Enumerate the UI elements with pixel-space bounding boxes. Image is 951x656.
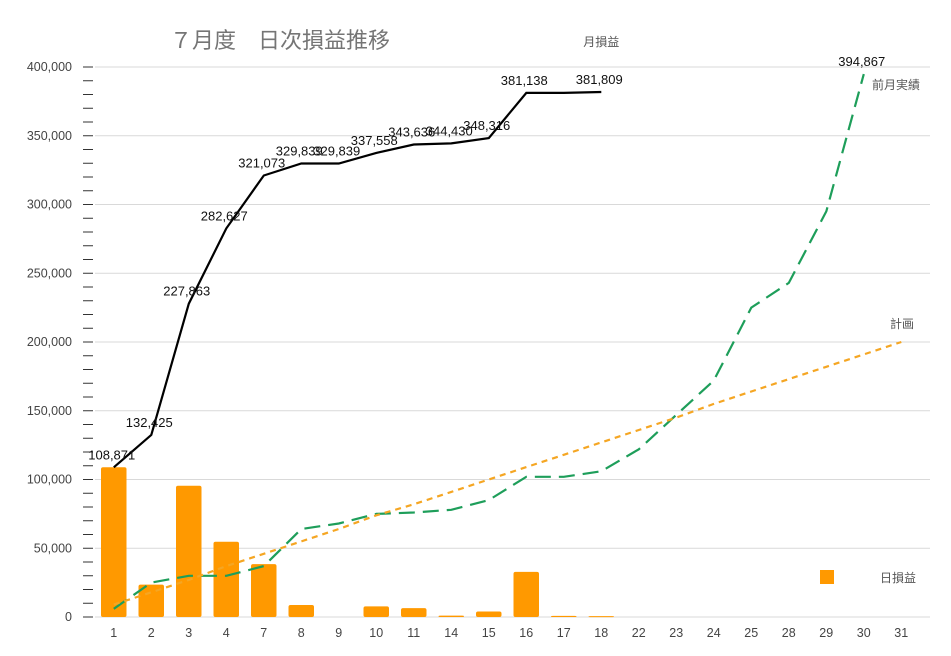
line-月損益 bbox=[113, 90, 602, 469]
data-labels: 108,871132,425227,863282,627321,073329,8… bbox=[88, 34, 920, 462]
x-tick-label: 14 bbox=[444, 626, 458, 640]
x-tick-label: 2 bbox=[148, 626, 155, 640]
legend-label: 日損益 bbox=[880, 570, 916, 585]
data-label: 329,839 bbox=[276, 143, 323, 158]
bar-1 bbox=[101, 467, 127, 617]
x-tick-label: 10 bbox=[369, 626, 383, 640]
data-label: 108,871 bbox=[88, 447, 135, 462]
data-label: 282,627 bbox=[201, 208, 248, 223]
data-label: 343,636 bbox=[388, 125, 435, 140]
series-label-前月実績: 前月実績 bbox=[872, 77, 920, 92]
x-tick-label: 24 bbox=[707, 626, 721, 640]
bar-14 bbox=[438, 615, 464, 617]
x-tick-label: 11 bbox=[407, 626, 420, 640]
x-tick-label: 31 bbox=[894, 626, 908, 640]
data-label: 329,839 bbox=[313, 143, 360, 158]
x-tick-label: 8 bbox=[298, 626, 305, 640]
data-label: 344,430 bbox=[426, 123, 473, 138]
y-tick-label: 200,000 bbox=[27, 335, 72, 349]
x-tick-label: 17 bbox=[557, 626, 571, 640]
x-tick-label: 4 bbox=[223, 626, 230, 640]
bar-series bbox=[101, 467, 614, 618]
y-axis: 0 50,000 100,000 150,000 200,000 250,000 300,0… bbox=[27, 60, 93, 624]
x-tick-label: 16 bbox=[519, 626, 533, 640]
gridlines bbox=[95, 66, 930, 618]
y-tick-label: 50,000 bbox=[34, 541, 72, 555]
chart-title: ７月度 日次損益推移 bbox=[170, 29, 390, 54]
y-tick-label: 350,000 bbox=[27, 129, 72, 143]
x-tick-label: 30 bbox=[857, 626, 871, 640]
legend-swatch bbox=[820, 570, 834, 584]
bar-15 bbox=[476, 611, 502, 617]
x-tick-label: 3 bbox=[185, 626, 192, 640]
y-tick-label: 400,000 bbox=[27, 60, 72, 74]
bar-4 bbox=[213, 541, 239, 617]
data-label: 381,138 bbox=[501, 73, 548, 88]
data-label: 337,558 bbox=[351, 133, 398, 148]
data-label: 348,316 bbox=[463, 118, 510, 133]
bar-10 bbox=[363, 606, 389, 617]
x-tick-label: 29 bbox=[819, 626, 833, 640]
series-label-計画: 計画 bbox=[890, 316, 914, 331]
x-tick-label: 28 bbox=[782, 626, 796, 640]
x-tick-label: 1 bbox=[110, 626, 117, 640]
x-tick-label: 22 bbox=[632, 626, 646, 640]
x-tick-label: 18 bbox=[594, 626, 608, 640]
y-tick-label: 100,000 bbox=[27, 473, 72, 487]
x-tick-label: 25 bbox=[744, 626, 758, 640]
bar-11 bbox=[401, 608, 427, 617]
bar-3 bbox=[176, 485, 202, 617]
x-tick-label: 15 bbox=[482, 626, 496, 640]
y-tick-label: 0 bbox=[65, 610, 72, 624]
series-label-月損益: 月損益 bbox=[583, 34, 619, 49]
y-tick-label: 250,000 bbox=[27, 266, 72, 280]
bar-2 bbox=[138, 584, 164, 617]
bar-16 bbox=[513, 571, 539, 617]
data-label: 381,809 bbox=[576, 72, 623, 87]
x-tick-label: 7 bbox=[260, 626, 267, 640]
x-axis: 1 2 3 4 7 8 9 10 11 14 15 16 17 18 22 23 24 25 28 29 30 31 bbox=[110, 626, 908, 640]
data-label: 227,863 bbox=[163, 284, 210, 299]
data-label: 394,867 bbox=[838, 54, 885, 69]
line-前月実績 bbox=[113, 73, 865, 610]
y-tick-label: 300,000 bbox=[27, 198, 72, 212]
legend: 日損益 bbox=[820, 570, 916, 585]
data-label: 132,425 bbox=[126, 415, 173, 430]
bar-18 bbox=[588, 616, 614, 618]
line-計画 bbox=[113, 340, 902, 606]
line-series bbox=[113, 73, 902, 610]
bar-7 bbox=[251, 564, 277, 617]
data-label: 321,073 bbox=[238, 156, 285, 171]
bar-8 bbox=[288, 605, 314, 617]
bar-17 bbox=[551, 615, 577, 617]
x-tick-label: 9 bbox=[335, 626, 342, 640]
x-tick-label: 23 bbox=[669, 626, 683, 640]
y-tick-label: 150,000 bbox=[27, 404, 72, 418]
